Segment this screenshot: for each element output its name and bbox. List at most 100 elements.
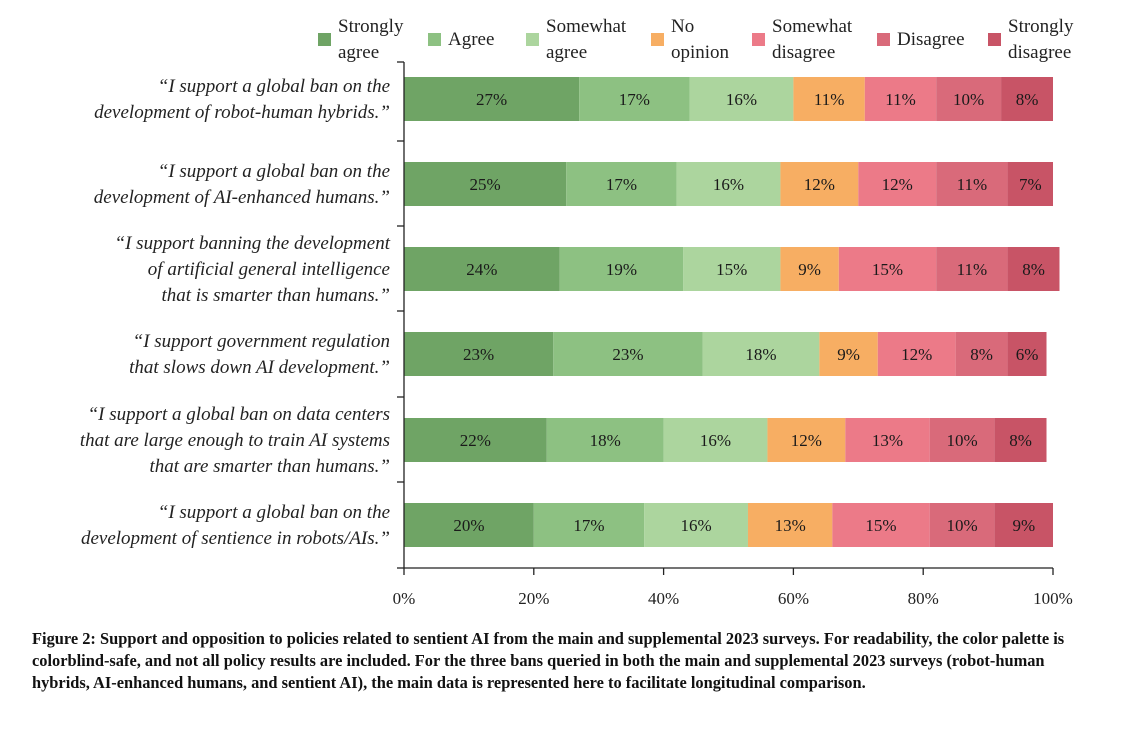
bars: 27% 17% 16% 11% 11% 10% 8% 25% 17% 16% 12% 12% 11% 7%… [404,77,1060,547]
data-label: 10% [947,516,978,535]
category-label-0-line-0: “I support a global ban on the [158,76,390,97]
data-label: 18% [590,431,621,450]
data-label: 10% [947,431,978,450]
stacked-bar-chart: Strongly agree Agree Somewhat agree No opinion… [80,16,1074,608]
bar-segment [1001,77,1053,121]
legend-label-2-line-1: agree [546,42,587,63]
category-label-4-line-0: “I support a global ban on data centers [88,404,390,425]
legend-swatch-4 [752,33,765,46]
data-label: 13% [872,431,903,450]
bar-row-4: 22% 18% 16% 12% 13% 10% 8% [404,418,1047,462]
data-label: 6% [1016,345,1039,364]
category-label-3-line-1: that slows down AI development.” [129,357,390,378]
category-label-1-line-0: “I support a global ban on the [158,161,390,182]
bar-segment [845,418,930,462]
data-label: 8% [1016,90,1039,109]
bar-segment [780,247,839,291]
data-label: 8% [1009,431,1032,450]
category-label-2-line-2: that is smarter than humans.” [161,285,390,306]
legend-swatch-3 [651,33,664,46]
bar-segment [767,418,846,462]
data-label: 11% [957,260,988,279]
data-label: 9% [1012,516,1035,535]
legend-label-4-line-1: disagree [772,42,835,63]
bar-segment [877,332,956,376]
legend-label-6-line-0: Strongly [1008,16,1074,37]
category-label-5-line-0: “I support a global ban on the [158,502,390,523]
data-label: 10% [953,90,984,109]
bar-segment [579,77,690,121]
bar-row-5: 20% 17% 16% 13% 15% 10% 9% [404,503,1053,547]
bar-segment [404,503,534,547]
data-label: 11% [885,90,916,109]
data-label: 15% [872,260,903,279]
category-label-3-line-0: “I support government regulation [133,331,390,352]
bar-segment [747,503,833,547]
legend-label-3-line-0: No [671,16,694,37]
data-label: 11% [814,90,845,109]
data-label: 12% [804,175,835,194]
bar-segment [404,77,580,121]
category-label-2-line-0: “I support banning the development [115,233,391,254]
bar-segment [955,332,1008,376]
data-label: 17% [606,175,637,194]
bar-segment [780,162,859,206]
figure-caption: Figure 2: Support and opposition to poli… [32,629,1065,692]
bar-segment [689,77,794,121]
category-label-5-line-1: development of sentience in robots/AIs.” [81,528,390,549]
bar-segment [1007,247,1060,291]
data-label: 11% [957,175,988,194]
bar-segment [404,247,560,291]
data-label: 9% [798,260,821,279]
x-tick-label: 60% [778,589,809,608]
bar-segment [929,418,995,462]
bar-row-2: 24% 19% 15% 9% 15% 11% 8% [404,247,1060,291]
bar-segment [546,418,664,462]
x-tick-label: 40% [648,589,679,608]
bar-segment [404,418,547,462]
data-label: 20% [453,516,484,535]
legend-swatch-1 [428,33,441,46]
bar-segment [1007,162,1053,206]
bar-row-0: 27% 17% 16% 11% 11% 10% 8% [404,77,1053,121]
bar-row-3: 23% 23% 18% 9% 12% 8% 6% [404,332,1047,376]
bar-segment [929,503,995,547]
data-label: 8% [970,345,993,364]
category-label-0-line-1: development of robot-human hybrids.” [94,102,390,123]
y-axis-labels: “I support a global ban on the developmen… [80,76,391,549]
bar-segment [838,247,937,291]
bar-segment [644,503,748,547]
legend-label-3-line-1: opinion [671,42,730,63]
legend-label-1: Agree [448,29,494,50]
x-tick-label: 100% [1033,589,1073,608]
bar-segment [819,332,878,376]
x-tick-label: 0% [393,589,416,608]
data-label: 12% [901,345,932,364]
bar-segment [404,332,554,376]
data-label: 12% [791,431,822,450]
legend-swatch-2 [526,33,539,46]
bar-segment [994,503,1053,547]
legend: Strongly agree Agree Somewhat agree No opinion… [318,16,1074,63]
bar-segment [559,247,684,291]
x-tick-label: 20% [518,589,549,608]
bar-segment [566,162,677,206]
legend-label-5: Disagree [897,29,965,50]
bar-segment [1007,332,1047,376]
bar-segment [936,162,1008,206]
bar-segment [404,162,567,206]
legend-label-0-line-1: agree [338,42,379,63]
bar-segment [936,247,1008,291]
category-label-2-line-1: of artificial general intelligence [148,259,390,280]
data-label: 9% [837,345,860,364]
data-label: 27% [476,90,507,109]
data-label: 23% [463,345,494,364]
data-label: 13% [775,516,806,535]
legend-swatch-5 [877,33,890,46]
bar-row-1: 25% 17% 16% 12% 12% 11% 7% [404,162,1053,206]
data-label: 7% [1019,175,1042,194]
category-label-4-line-2: that are smarter than humans.” [149,456,390,477]
data-label: 16% [726,90,757,109]
data-label: 18% [745,345,776,364]
legend-swatch-6 [988,33,1001,46]
